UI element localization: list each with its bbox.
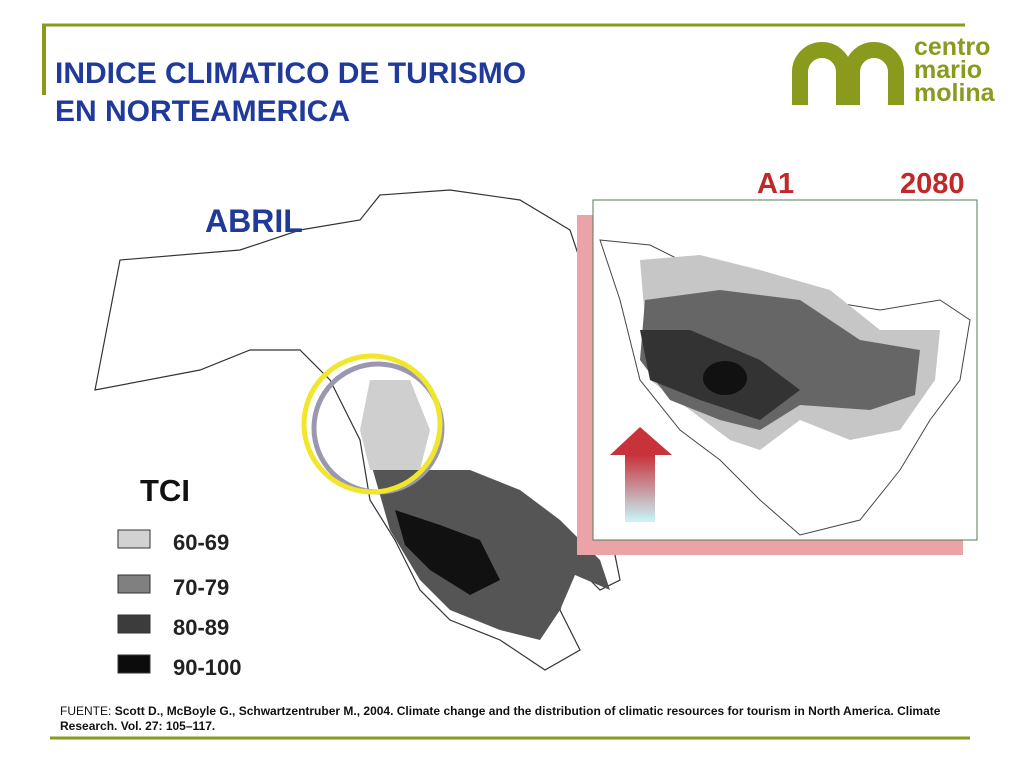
title: INDICE CLIMATICO DE TURISMO EN NORTEAMER…: [55, 55, 526, 131]
arrow-shaft: [625, 455, 655, 522]
logo-mark: [792, 42, 904, 105]
logo-word: molina: [914, 79, 995, 107]
source-citation: Scott D., McBoyle G., Schwartzentruber M…: [60, 704, 941, 733]
scenario-label: A1: [757, 168, 795, 200]
logo-word: mario: [914, 56, 983, 84]
source-note: FUENTE: Scott D., McBoyle G., Schwartzen…: [60, 704, 970, 734]
legend-title: TCI: [140, 473, 190, 508]
year-label: 2080: [900, 168, 965, 200]
legend-label: 90-100: [173, 655, 242, 680]
map-2004: [94, 189, 621, 671]
month-label: ABRIL: [205, 203, 303, 239]
map-2080: [599, 239, 971, 536]
legend-label: 70-79: [173, 575, 230, 600]
logo-text: centro mario molina: [914, 33, 995, 107]
legend-label: 60-69: [173, 530, 230, 555]
legend-swatches: [117, 529, 151, 674]
logo-word: centro: [914, 33, 991, 61]
legend-label: 80-89: [173, 615, 230, 640]
arrow-head: [610, 427, 672, 455]
source-prefix: FUENTE:: [60, 704, 112, 718]
title-line: INDICE CLIMATICO DE TURISMO: [55, 57, 527, 90]
title-line: EN NORTEAMERICA: [55, 95, 351, 128]
